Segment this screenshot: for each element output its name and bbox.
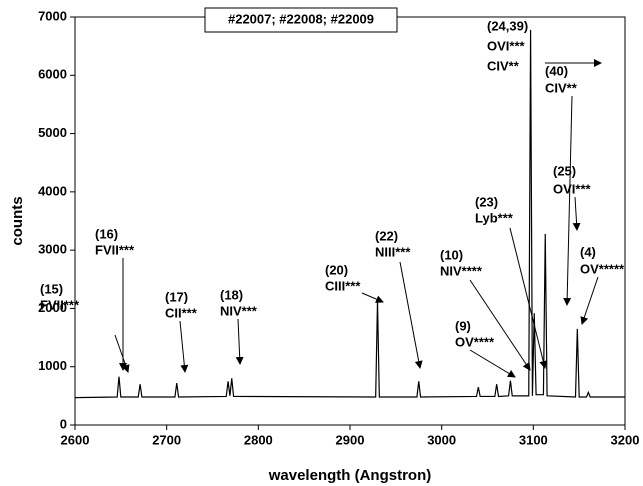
- annotation-text: (18): [220, 287, 243, 302]
- spectrum-line: [74, 29, 625, 399]
- annotation-arrow: [114, 334, 130, 373]
- annotation-arrow: [580, 276, 599, 325]
- annotation-text: (9): [455, 318, 471, 333]
- annotation-text: OV****: [455, 334, 495, 349]
- y-tick-label: 1000: [38, 358, 67, 373]
- y-tick-label: 6000: [38, 67, 67, 82]
- annotation-text: CIV**: [545, 80, 578, 95]
- annotation-text: FVII***: [95, 242, 135, 257]
- annotation-arrow: [563, 95, 573, 306]
- annotation-arrow: [509, 227, 548, 369]
- annotation-arrow: [235, 318, 244, 365]
- y-tick-label: 7000: [38, 8, 67, 23]
- annotation-text: (20): [325, 262, 348, 277]
- annotation-text: NIV***: [220, 303, 258, 318]
- annotation-text: (23): [475, 194, 498, 209]
- annotation-text: CIII***: [325, 278, 361, 293]
- annotation-text: OV*****: [580, 261, 625, 276]
- chart-title: #22007; #22008; #22009: [228, 11, 374, 26]
- annotation-arrow: [572, 196, 581, 231]
- x-tick-label: 3100: [519, 432, 548, 447]
- annotation-text: (40): [545, 63, 568, 78]
- annotation-arrow: [179, 320, 189, 373]
- x-tick-label: 2700: [152, 432, 181, 447]
- annotation-text: OVI***: [487, 38, 526, 53]
- y-tick-label: 5000: [38, 125, 67, 140]
- annotation-text: (22): [375, 228, 398, 243]
- annotation-text: OVI***: [553, 181, 592, 196]
- x-tick-label: 3200: [611, 432, 640, 447]
- annotation-text: CII***: [165, 305, 198, 320]
- y-tick-label: 4000: [38, 183, 67, 198]
- x-tick-label: 2800: [244, 432, 273, 447]
- annotation-text: (25): [553, 163, 576, 178]
- annotation-text: (15): [40, 281, 63, 296]
- annotation-arrow: [469, 279, 531, 371]
- annotation-arrow: [469, 349, 516, 378]
- annotation-text: (24,39): [487, 18, 528, 33]
- y-axis-label: counts: [9, 196, 26, 245]
- x-tick-label: 2900: [336, 432, 365, 447]
- annotation-text: NIV****: [440, 263, 483, 278]
- title-box: [204, 7, 398, 33]
- annotation-arrow: [399, 261, 423, 369]
- annotation-text: NIII***: [375, 244, 411, 259]
- y-tick-label: 0: [60, 416, 67, 431]
- x-tick-label: 2600: [61, 432, 90, 447]
- annotation-arrow: [361, 292, 384, 303]
- y-tick-label: 3000: [38, 242, 67, 257]
- annotation-text: Lyb***: [475, 210, 514, 225]
- x-axis-label: wavelength (Angstron): [268, 467, 432, 484]
- annotation-text: (4): [580, 244, 596, 259]
- annotation-text: (10): [440, 247, 463, 262]
- plot-frame: [74, 16, 626, 426]
- annotation-text: (17): [165, 289, 188, 304]
- annotation-text: (16): [95, 226, 118, 241]
- annotation-text: FVII***: [40, 297, 80, 312]
- annotation-text: CIV**: [487, 58, 520, 73]
- x-tick-label: 3000: [427, 432, 456, 447]
- y-tick-label: 2000: [38, 300, 67, 315]
